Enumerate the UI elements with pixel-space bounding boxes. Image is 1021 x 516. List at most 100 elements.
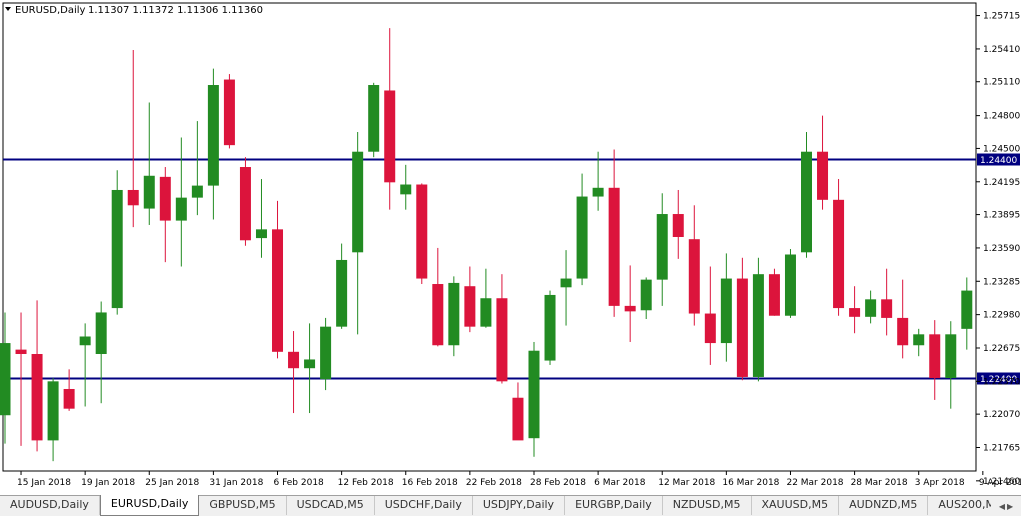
candle[interactable] [352, 132, 364, 335]
candle[interactable] [560, 250, 572, 326]
candle[interactable] [304, 323, 316, 414]
candle[interactable] [544, 290, 556, 365]
candle[interactable] [368, 82, 380, 158]
candle-body [95, 312, 107, 354]
candle[interactable] [191, 121, 203, 216]
candle[interactable] [448, 276, 460, 357]
dropdown-triangle-icon[interactable] [5, 7, 11, 11]
candle[interactable] [320, 317, 332, 391]
candle[interactable] [255, 179, 267, 258]
candle[interactable] [79, 323, 91, 407]
level-price-tag [977, 372, 1020, 385]
candle[interactable] [63, 369, 75, 411]
candle[interactable] [416, 183, 428, 285]
tab-nzdusd-m5[interactable]: NZDUSD,M5 [663, 496, 752, 515]
candle[interactable] [849, 286, 861, 334]
tab-xauusd-m5[interactable]: XAUUSD,M5 [752, 496, 840, 515]
candle[interactable] [961, 277, 973, 350]
candle[interactable] [640, 277, 652, 320]
price-tick-label: 1.21765 [983, 443, 1020, 453]
time-tick-label: 31 Jan 2018 [209, 478, 263, 488]
candle[interactable] [720, 253, 732, 362]
tab-usdcad-m5[interactable]: USDCAD,M5 [287, 496, 375, 515]
candle[interactable] [272, 200, 284, 359]
candle[interactable] [528, 341, 540, 457]
candle[interactable] [432, 247, 444, 347]
candle[interactable] [881, 268, 893, 336]
candle[interactable] [239, 157, 251, 246]
candle[interactable] [464, 266, 476, 333]
candle-body [801, 151, 812, 253]
candle[interactable] [15, 312, 27, 446]
candle[interactable] [175, 137, 187, 267]
tab-audusd-daily[interactable]: AUDUSD,Daily [0, 496, 100, 515]
candle[interactable] [624, 265, 636, 342]
candle[interactable] [207, 68, 219, 220]
candle[interactable] [672, 189, 684, 259]
candle[interactable] [833, 179, 845, 316]
candle-body [817, 151, 829, 200]
price-chart[interactable]: 1.24400 1.22400 1.25715 1.25410 1.25110 1.24… [0, 0, 1021, 495]
candle[interactable] [945, 321, 957, 409]
candle-body [752, 274, 764, 377]
chart-tabs-bar: AUDUSD,Daily EURUSD,Daily GBPUSD,M5 USDCAD,… [0, 495, 1021, 516]
candle[interactable] [159, 167, 171, 263]
price-tick-label: 1.25410 [983, 45, 1020, 55]
candle[interactable] [592, 151, 604, 211]
candle[interactable] [95, 301, 107, 404]
candle[interactable] [223, 74, 235, 149]
tab-eurgbp-daily[interactable]: EURGBP,Daily [565, 496, 663, 515]
candle[interactable] [336, 243, 348, 329]
scroll-left-icon[interactable]: ◀ [998, 501, 1005, 511]
plot-area [2, 2, 977, 472]
candle[interactable] [704, 266, 716, 365]
scroll-right-icon[interactable]: ▶ [1007, 501, 1014, 511]
candle[interactable] [768, 268, 780, 316]
candle[interactable] [288, 331, 300, 414]
candles[interactable] [0, 28, 973, 462]
candle[interactable] [688, 205, 700, 326]
candle[interactable] [817, 115, 829, 210]
chart-area[interactable]: 1.24400 1.22400 1.25715 1.25410 1.25110 1.24… [0, 0, 1021, 495]
tab-usdjpy-daily[interactable]: USDJPY,Daily [473, 496, 566, 515]
candle[interactable] [736, 257, 748, 381]
candle[interactable] [865, 290, 877, 324]
candle[interactable] [0, 312, 11, 444]
time-axis[interactable]: 15 Jan 2018 19 Jan 2018 25 Jan 2018 31 Jan … [17, 471, 1021, 488]
time-tick-label: 25 Jan 2018 [145, 478, 199, 488]
candle[interactable] [127, 50, 139, 228]
tab-gbpusd-m5[interactable]: GBPUSD,M5 [199, 496, 287, 515]
candle-body [913, 334, 925, 346]
time-tick-label: 12 Feb 2018 [338, 478, 394, 488]
horizontal-levels[interactable]: 1.24400 1.22400 [3, 153, 1020, 386]
candle[interactable] [384, 28, 396, 210]
time-tick-label: 16 Feb 2018 [402, 478, 458, 488]
tab-eurusd-daily[interactable]: EURUSD,Daily [99, 495, 200, 516]
candle[interactable] [496, 274, 508, 384]
candle[interactable] [31, 300, 43, 452]
candle[interactable] [111, 170, 123, 315]
candle[interactable] [801, 132, 812, 258]
price-tick-label: 1.22070 [983, 410, 1020, 420]
candle-body [576, 196, 588, 279]
candle[interactable] [400, 164, 412, 210]
price-axis[interactable]: 1.25715 1.25410 1.25110 1.24800 1.24500 1.241… [976, 12, 1020, 487]
candle[interactable] [143, 102, 155, 225]
tab-audnzd-m5[interactable]: AUDNZD,M5 [839, 496, 929, 515]
candle[interactable] [929, 320, 941, 400]
candle-body [159, 176, 171, 221]
candle[interactable] [608, 149, 620, 317]
time-tick-label: 15 Jan 2018 [17, 478, 71, 488]
candle[interactable] [913, 328, 925, 357]
candle[interactable] [480, 268, 492, 328]
tab-usdchf-daily[interactable]: USDCHF,Daily [375, 496, 473, 515]
candle-body [31, 354, 43, 441]
candle[interactable] [512, 382, 524, 441]
candle[interactable] [784, 249, 796, 318]
candle[interactable] [656, 193, 668, 306]
candle[interactable] [752, 257, 764, 382]
candle[interactable] [47, 378, 59, 462]
candle[interactable] [897, 279, 909, 359]
candle[interactable] [576, 173, 588, 286]
price-tick-label: 1.23285 [983, 277, 1020, 287]
